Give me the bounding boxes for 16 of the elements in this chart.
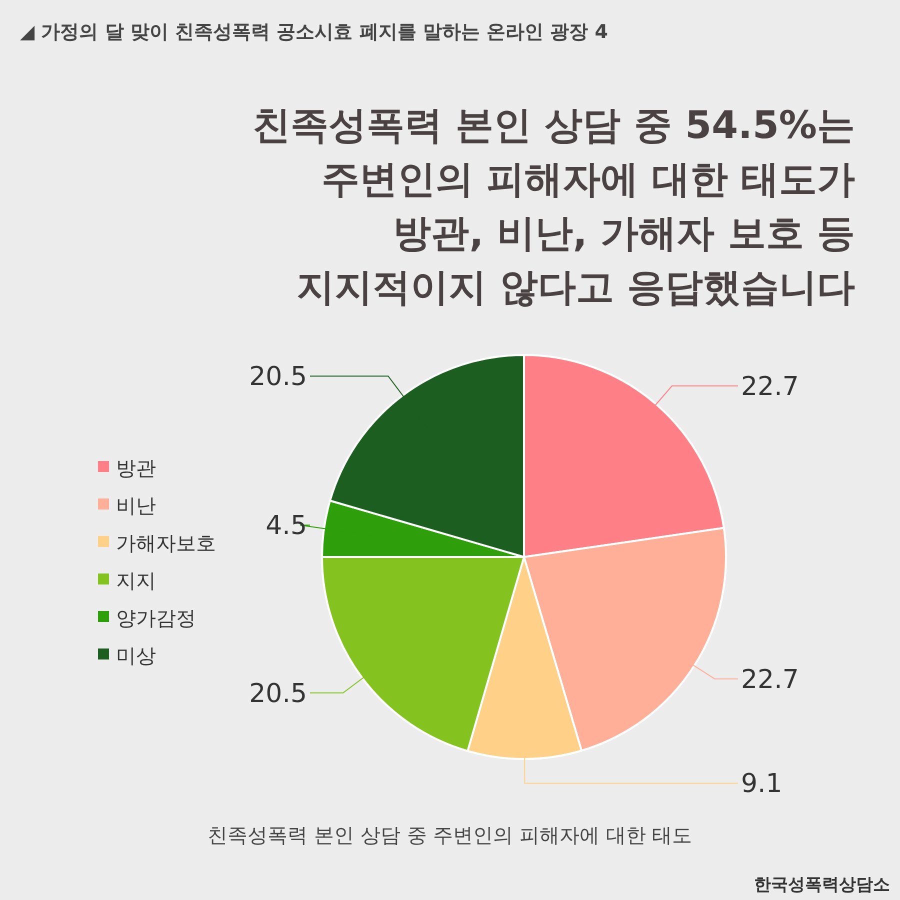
text: 친족성폭력 본인 상담 중 주변인의 피해자에 대한 태도 <box>208 823 692 847</box>
data-label: 20.5 <box>249 678 307 709</box>
data-label: 4.5 <box>266 511 307 542</box>
legend-label: 가해자보호 <box>116 531 216 555</box>
chart-subtitle: ◢ 가정의 달 맞이 친족성폭력 공소시효 폐지를 말하는 온라인 광장 4 <box>20 21 608 43</box>
legend-label: 방관 <box>116 456 156 480</box>
data-label: 9.1 <box>741 769 782 800</box>
legend-label: 미상 <box>116 644 156 668</box>
data-label: 20.5 <box>249 362 307 392</box>
legend-label: 지지 <box>116 568 156 592</box>
legend-label: 비난 <box>116 494 156 518</box>
legend-label: 양가감정 <box>116 606 196 630</box>
chart-title: 친족성폭력 본인 상담 중 54.5%는 주변인의 피해자에 대한 태도가 방관, 비난, 가해자 보호 등 지지적이지 않다고 응답했습니다 <box>252 103 855 309</box>
data-label: 22.7 <box>741 664 799 695</box>
text: 한국성폭력상담소 <box>754 875 890 895</box>
data-label: 22.7 <box>741 372 799 402</box>
